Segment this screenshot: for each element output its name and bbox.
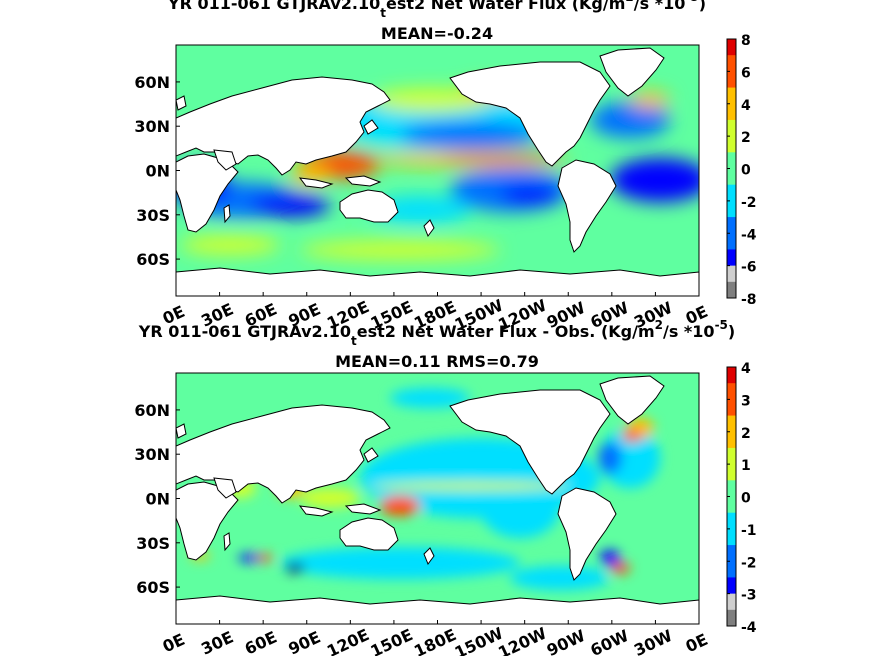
y-tick-label: 0N bbox=[145, 490, 170, 509]
colorbar-label: 2 bbox=[741, 130, 751, 146]
colorbar-label: 3 bbox=[741, 393, 751, 409]
colorbar-swatch bbox=[727, 55, 736, 72]
colorbar-label: -2 bbox=[741, 555, 757, 571]
colorbar-swatch bbox=[727, 152, 736, 169]
colorbar-swatch bbox=[727, 528, 736, 546]
map-1-y-ticks: 60N 30N 0N 30S 60S bbox=[134, 73, 180, 269]
colorbar-swatch bbox=[727, 431, 736, 449]
colorbar-swatch bbox=[727, 281, 736, 299]
x-tick-label: 150E bbox=[367, 625, 415, 656]
colorbar-label: 0 bbox=[741, 491, 751, 507]
panel-2-stats: MEAN=0.11 RMS=0.79 bbox=[335, 352, 539, 371]
x-tick-label: 90W bbox=[544, 626, 589, 656]
colorbar-swatch bbox=[727, 383, 736, 400]
colorbar-swatch bbox=[727, 561, 736, 578]
colorbar-swatch bbox=[727, 480, 736, 497]
colorbar-swatch bbox=[727, 217, 736, 234]
colorbar-label: 4 bbox=[741, 361, 751, 377]
colorbar-swatch bbox=[727, 103, 736, 121]
panel-1-title: YR 011-061 GTJRAv2.10test2 Net Water Flu… bbox=[167, 0, 706, 20]
colorbar-swatch bbox=[727, 184, 736, 202]
colorbar-label: 8 bbox=[741, 33, 751, 49]
colorbar-label: -4 bbox=[741, 227, 757, 243]
colorbar-label: -3 bbox=[741, 588, 757, 604]
map-1 bbox=[176, 45, 699, 296]
colorbar-swatch bbox=[727, 249, 736, 267]
panel-1-stats: MEAN=-0.24 bbox=[381, 24, 493, 43]
colorbar-label: -4 bbox=[741, 620, 757, 636]
x-tick-label: 180E bbox=[411, 625, 459, 656]
y-tick-label: 60N bbox=[134, 73, 170, 92]
colorbar-label: 2 bbox=[741, 426, 751, 442]
colorbar-swatch bbox=[727, 447, 736, 465]
colorbar-label: -8 bbox=[741, 292, 757, 308]
colorbar-swatch bbox=[727, 200, 736, 218]
colorbar-swatch bbox=[727, 168, 736, 186]
colorbar-swatch bbox=[727, 496, 736, 514]
x-tick-label: 30W bbox=[631, 626, 676, 656]
x-tick-label: 0E bbox=[160, 630, 188, 656]
y-tick-label: 30S bbox=[136, 534, 170, 553]
y-tick-label: 30S bbox=[136, 206, 170, 225]
x-tick-label: 60W bbox=[587, 626, 632, 656]
y-tick-label: 30N bbox=[134, 445, 170, 464]
colorbar-swatch bbox=[727, 609, 736, 627]
y-tick-label: 30N bbox=[134, 117, 170, 136]
colorbar-label: 4 bbox=[741, 98, 751, 114]
colorbar-swatch bbox=[727, 593, 736, 611]
colorbar-swatch bbox=[727, 136, 736, 153]
colorbar-swatch bbox=[727, 265, 736, 283]
colorbar-swatch bbox=[727, 545, 736, 562]
panel-2: YR 011-061 GTJRAv2.10test2 Net Water Flu… bbox=[134, 318, 756, 656]
x-tick-label: 0E bbox=[683, 630, 711, 656]
y-tick-label: 60N bbox=[134, 401, 170, 420]
colorbar-swatch bbox=[727, 87, 736, 105]
colorbar-label: -6 bbox=[741, 260, 757, 276]
colorbar-swatch bbox=[727, 399, 736, 417]
colorbar-swatch bbox=[727, 119, 736, 137]
x-tick-label: 60E bbox=[242, 627, 280, 656]
colorbar-label: 6 bbox=[741, 65, 751, 81]
y-tick-label: 0N bbox=[145, 162, 170, 181]
map-2 bbox=[176, 373, 699, 624]
colorbar-label: 0 bbox=[741, 163, 751, 179]
panel-1: YR 011-061 GTJRAv2.10test2 Net Water Flu… bbox=[134, 0, 756, 334]
colorbar-label: 1 bbox=[741, 458, 751, 474]
colorbar-label: -2 bbox=[741, 195, 757, 211]
x-tick-label: 90E bbox=[285, 627, 323, 656]
colorbar-1: 8 6 4 2 0 -2 -4 -6 -8 bbox=[726, 33, 757, 308]
x-tick-label: 120E bbox=[324, 625, 372, 656]
colorbar-swatch bbox=[727, 577, 736, 595]
y-tick-label: 60S bbox=[136, 578, 170, 597]
colorbar-swatch bbox=[727, 415, 736, 433]
map-2-y-ticks: 60N 30N 0N 30S 60S bbox=[134, 401, 180, 597]
colorbar-swatch bbox=[727, 71, 736, 89]
x-tick-label: 30E bbox=[198, 627, 236, 656]
colorbar-swatch bbox=[727, 233, 736, 250]
colorbar-swatch bbox=[727, 464, 736, 481]
y-tick-label: 60S bbox=[136, 250, 170, 269]
colorbar-swatch bbox=[727, 39, 736, 56]
colorbar-swatch bbox=[727, 512, 736, 530]
colorbar-2: 4 3 2 1 0 -1 -2 -3 -4 bbox=[726, 361, 757, 636]
colorbar-swatch bbox=[727, 367, 736, 384]
colorbar-label: -1 bbox=[741, 523, 757, 539]
panel-2-title: YR 011-061 GTJRAv2.10test2 Net Water Flu… bbox=[138, 318, 735, 348]
